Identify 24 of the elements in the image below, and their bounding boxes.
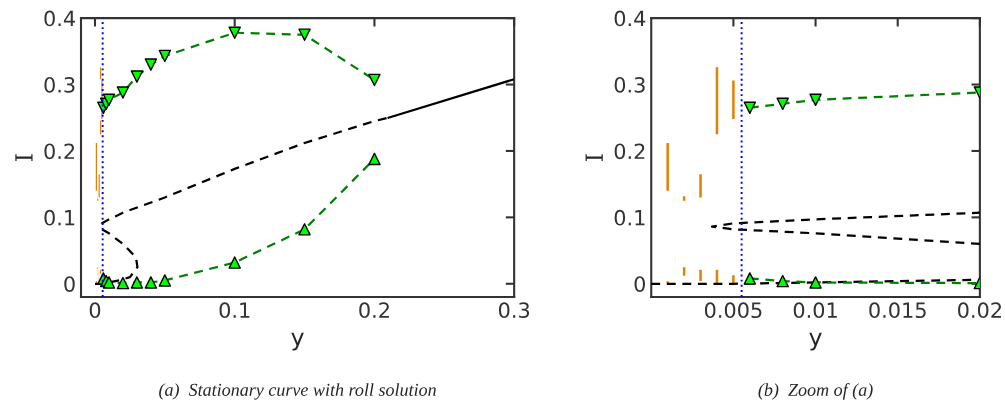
y-tick-label: 0.2 <box>44 143 75 160</box>
x-tick-label: 0 <box>89 302 101 319</box>
y-tick-label: 0.3 <box>44 76 75 93</box>
x-axis-title: y <box>809 332 822 351</box>
x-tick-label: 0.015 <box>869 302 926 319</box>
x-axis-title: y <box>291 332 304 351</box>
y-tick-label: 0.4 <box>614 10 646 27</box>
x-tick-label: 0.005 <box>704 302 762 319</box>
y-tick-label: 0.1 <box>614 209 645 226</box>
y-tick-label: 0.3 <box>614 76 645 93</box>
text: (b) Zoom of (a) <box>758 383 873 400</box>
y-axis-title: I <box>585 154 603 161</box>
y-tick-label: 0.2 <box>614 143 645 160</box>
x-tick-label: 0.01 <box>793 302 837 319</box>
x-tick-label: 0.2 <box>359 302 389 319</box>
y-tick-label: 0 <box>634 276 645 292</box>
y-tick-label: 0.1 <box>44 209 75 226</box>
x-tick-label: 0.1 <box>219 302 250 319</box>
x-tick-label: 0.3 <box>498 302 530 319</box>
y-tick-label: 0 <box>64 276 75 292</box>
text: (a) Stationary curve with roll solution <box>159 383 436 400</box>
x-tick-label: 0.02 <box>958 302 1001 319</box>
y-axis-title: I <box>15 154 33 161</box>
y-tick-label: 0.4 <box>44 10 75 27</box>
